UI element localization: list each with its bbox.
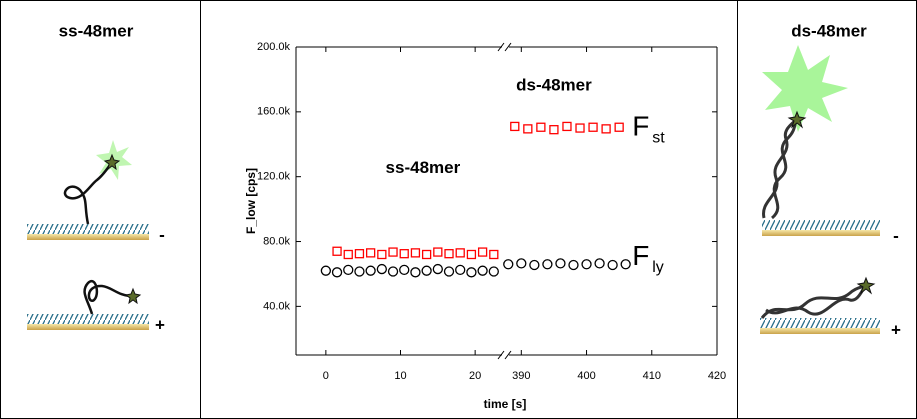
x-tick-label: 390	[512, 370, 530, 382]
y-tick-label: 120.0k	[257, 171, 291, 183]
point	[488, 266, 499, 277]
plot-area	[295, 42, 718, 360]
point	[614, 122, 624, 132]
point	[343, 249, 353, 260]
strand	[83, 279, 133, 315]
annotation-sub: ly	[652, 259, 664, 276]
x-tick-label: 410	[643, 370, 661, 382]
fluorophore	[124, 287, 142, 305]
sign: +	[155, 315, 165, 334]
point	[410, 248, 421, 258]
annotation: F	[632, 240, 649, 271]
helix	[760, 283, 867, 319]
x-tick-label: 10	[394, 370, 406, 382]
y-tick-label: 80.0k	[263, 235, 290, 247]
sign: -	[159, 225, 165, 244]
point	[354, 266, 365, 277]
point	[575, 123, 585, 133]
point	[562, 121, 572, 132]
x-tick-label: 0	[323, 370, 329, 382]
point	[376, 263, 387, 275]
point	[387, 266, 399, 277]
x-tick-label: 20	[469, 370, 481, 382]
point	[354, 249, 365, 259]
point	[581, 259, 592, 270]
point	[542, 259, 553, 270]
point	[433, 247, 443, 257]
point	[320, 265, 332, 276]
fluorophore	[103, 153, 121, 171]
point	[529, 259, 540, 271]
fluorophore	[856, 276, 876, 295]
point	[455, 264, 466, 276]
y-tick-label: 160.0k	[257, 106, 291, 118]
point	[477, 247, 488, 257]
point	[444, 249, 454, 259]
point	[331, 267, 343, 278]
panel-title: ds-48mer	[791, 21, 867, 40]
point	[607, 259, 618, 271]
point	[421, 265, 432, 276]
point	[477, 265, 488, 276]
point	[568, 259, 579, 271]
point	[432, 263, 443, 275]
point	[443, 266, 455, 277]
point	[466, 249, 477, 260]
y-axis-label: F_low [cps]	[244, 168, 258, 234]
helix	[762, 117, 799, 219]
point	[377, 249, 387, 260]
point	[388, 247, 398, 257]
panel-title: ss-48mer	[59, 21, 134, 40]
point	[594, 258, 605, 269]
point	[588, 122, 598, 132]
surface	[27, 224, 149, 330]
point	[410, 267, 421, 278]
point	[332, 246, 342, 256]
x-tick-label: 400	[577, 370, 595, 382]
annotation-sub: st	[652, 129, 665, 146]
y-tick-label: 200.0k	[257, 41, 291, 53]
glow	[762, 45, 848, 132]
point	[489, 249, 499, 260]
point	[536, 122, 546, 132]
strand	[63, 161, 114, 225]
annotation: ss-48mer	[386, 158, 461, 177]
sign: +	[891, 320, 901, 339]
plot: 40.0k 80.0k 120.0k 160.0k 200.0k 0 10 20 390 400 4…	[257, 41, 726, 382]
point	[399, 249, 409, 259]
point	[601, 124, 611, 134]
x-tick-label: 420	[708, 370, 726, 382]
point	[365, 265, 376, 276]
annotation: F	[632, 110, 649, 141]
point	[516, 258, 527, 269]
helix	[765, 284, 868, 316]
point	[549, 125, 559, 135]
fluorophore	[787, 110, 807, 129]
x-axis-label: time [s]	[484, 397, 527, 411]
point	[466, 267, 477, 278]
annotation: ds-48mer	[516, 75, 592, 94]
point	[365, 248, 376, 258]
surface	[760, 220, 880, 334]
point	[421, 249, 432, 260]
point	[620, 259, 631, 270]
point	[555, 258, 566, 269]
helix	[770, 117, 799, 220]
point	[510, 121, 520, 132]
point	[523, 124, 533, 134]
y-tick-label: 40.0k	[263, 300, 290, 312]
point	[455, 248, 465, 258]
point	[503, 259, 514, 270]
point	[343, 264, 354, 276]
sign: -	[893, 226, 899, 245]
point	[399, 264, 410, 276]
